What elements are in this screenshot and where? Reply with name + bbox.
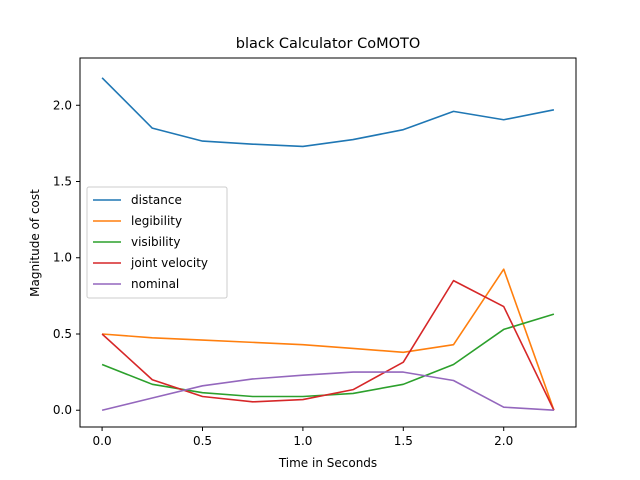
series-line-legibility xyxy=(102,268,555,411)
series-line-visibility xyxy=(101,313,555,398)
axes-frame xyxy=(79,57,577,428)
legend-label-distance: distance xyxy=(131,193,182,207)
y-tick-label: 1.0 xyxy=(53,251,72,265)
series-line-distance xyxy=(101,77,555,148)
x-tick-label: 0.5 xyxy=(193,434,212,448)
y-axis-label: Magnitude of cost xyxy=(28,189,42,297)
legend-label-visibility: visibility xyxy=(131,235,180,249)
legend-label-joint-velocity: joint velocity xyxy=(130,256,208,270)
series-line-nominal xyxy=(101,371,554,412)
y-tick-label: 1.5 xyxy=(53,175,72,189)
y-tick-label: 0.0 xyxy=(53,403,72,417)
x-tick-label: 0.0 xyxy=(93,434,112,448)
plot-area: 0.0 0.5 1.0 1.5 2.0 0.0 0.5 1.0 1.5 2.0 xyxy=(53,57,577,448)
x-axis-label: Time in Seconds xyxy=(278,456,377,470)
y-tick-label: 0.5 xyxy=(53,327,72,341)
x-tick-label: 2.0 xyxy=(494,434,513,448)
chart-title: black Calculator CoMOTO xyxy=(236,36,421,52)
x-tick-label: 1.0 xyxy=(293,434,312,448)
x-tick-label: 1.5 xyxy=(394,434,413,448)
y-tick-label: 2.0 xyxy=(53,98,72,112)
legend-frame xyxy=(86,186,228,299)
series-line-joint-velocity xyxy=(101,279,555,411)
legend-label-nominal: nominal xyxy=(131,277,179,291)
legend: distance legibility visibility joint veloci… xyxy=(86,186,228,299)
legend-label-legibility: legibility xyxy=(131,214,182,228)
